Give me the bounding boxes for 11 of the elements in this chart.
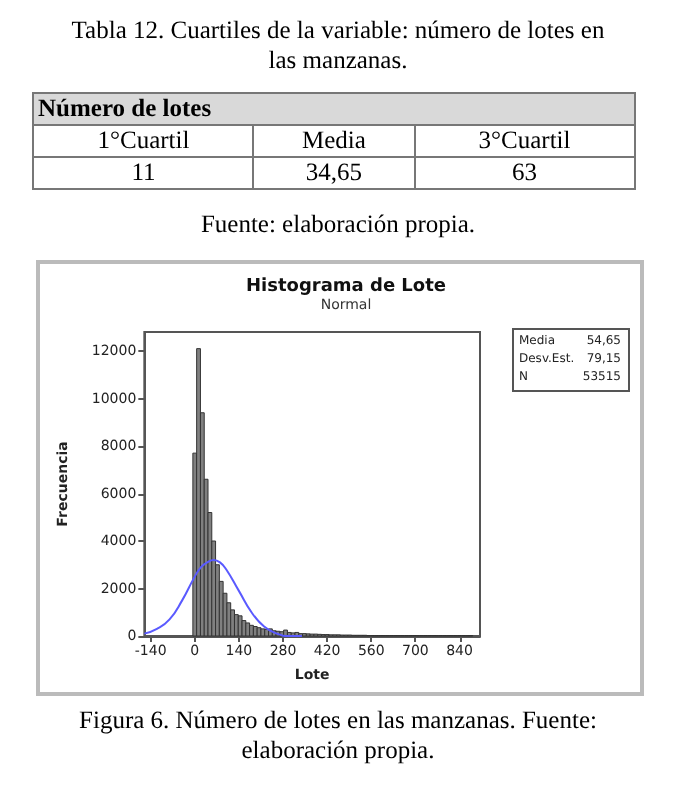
source-note: Fuente: elaboración propia.	[198, 210, 478, 240]
text: Número de lotes	[33, 93, 635, 125]
chart-title: Histograma de Lote	[245, 277, 447, 297]
text: 11	[33, 157, 254, 189]
text: 34,65	[253, 157, 415, 189]
text: Tabla 12. Cuartiles de la variable: número de lotes en las manzanas.	[69, 16, 607, 76]
text: Media	[253, 125, 415, 157]
text: 63	[414, 157, 635, 189]
text: Figura 6. Número de lotes en las manzanas. Fuente: elaboración propia.	[77, 706, 599, 766]
text: 3°Cuartil	[414, 125, 635, 157]
text: 1°Cuartil	[33, 125, 254, 157]
